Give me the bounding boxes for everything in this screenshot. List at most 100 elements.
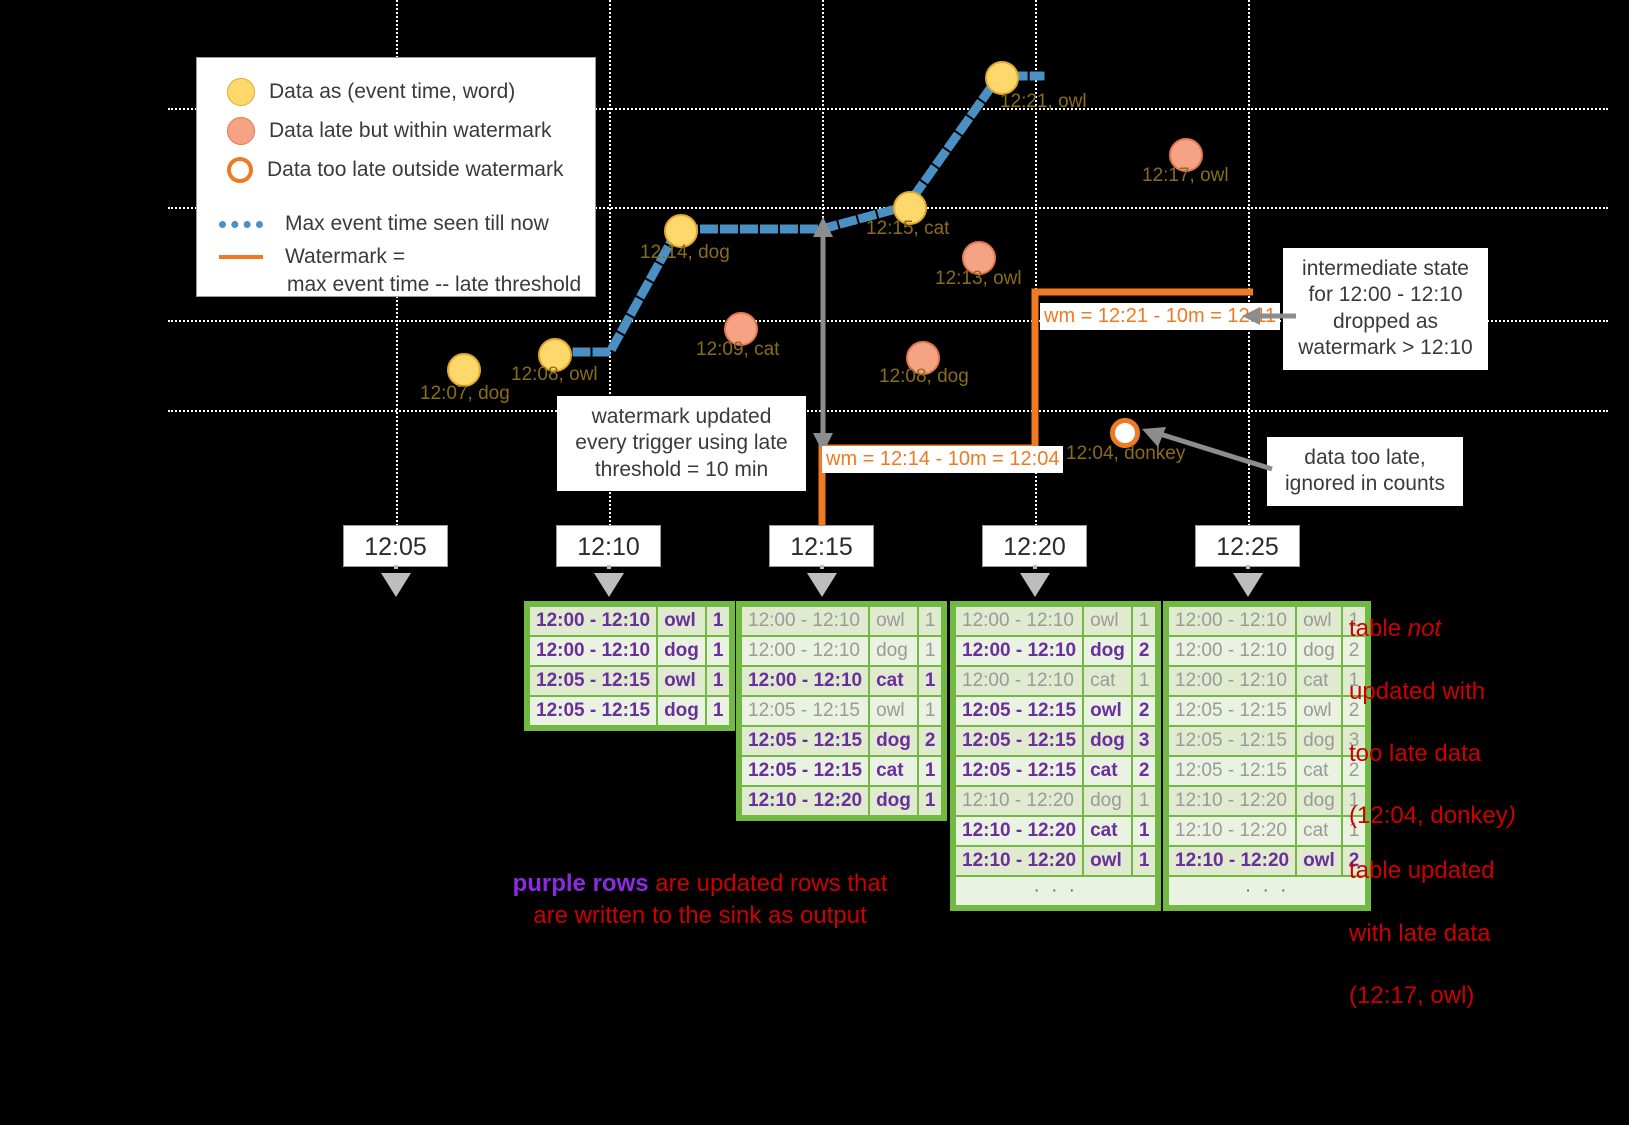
table-row: 12:05 - 12:15 owl 1 (741, 696, 943, 726)
cell-count: 1 (1131, 606, 1157, 636)
data-point-yellow (985, 61, 1019, 95)
cell-count: 1 (917, 756, 943, 786)
result-table-1215: 12:00 - 12:10 owl 1 12:00 - 12:10 dog 1 12:00 … (736, 601, 948, 821)
legend-item-data: Data as (event time, word) (213, 72, 579, 111)
note-emphasis: not (1407, 615, 1442, 643)
trigger-chip-1225[interactable]: 12:25 (1195, 525, 1300, 567)
trigger-arrow (1020, 565, 1050, 597)
cell-window: 12:05 - 12:15 (529, 666, 658, 696)
cell-word: dog (1083, 726, 1132, 756)
note-line: with late data (1349, 919, 1491, 947)
cell-word: dog (657, 636, 706, 666)
table-row: 12:05 - 12:15 owl 2 (1168, 696, 1367, 726)
data-point-label: 12:08, dog (879, 366, 969, 387)
table-row: 12:05 - 12:15 dog 2 (741, 726, 943, 756)
table-row: 12:05 - 12:15 dog 3 (1168, 726, 1367, 756)
cell-word: dog (869, 726, 918, 756)
cell-word: owl (657, 666, 706, 696)
cell-word: cat (1296, 666, 1342, 696)
cell-window: 12:00 - 12:10 (529, 606, 658, 636)
filled-yellow-circle-icon (227, 77, 255, 106)
cell-window: 12:05 - 12:15 (741, 726, 870, 756)
data-point-salmon (962, 241, 996, 275)
cell-word: owl (869, 696, 918, 726)
cell-count: 1 (705, 696, 731, 726)
trigger-chip-1215[interactable]: 12:15 (769, 525, 874, 567)
legend-item-too-late: Data too late outside watermark (213, 150, 579, 189)
trigger-arrow (381, 565, 411, 597)
cell-count: 1 (705, 666, 731, 696)
callout-line: data too late, (1304, 446, 1426, 469)
data-point-yellow (893, 191, 927, 225)
data-point-label: 12:17, owl (1142, 165, 1229, 186)
trigger-chip-1210[interactable]: 12:10 (556, 525, 661, 567)
ellipsis-cell: · · · (955, 876, 1157, 906)
gridline-horizontal (168, 410, 1608, 412)
table-row: 12:05 - 12:15 dog 3 (955, 726, 1157, 756)
cell-window: 12:00 - 12:10 (1168, 606, 1297, 636)
legend-box: Data as (event time, word) Data late but… (196, 57, 596, 297)
note-line: table updated (1349, 857, 1495, 885)
cell-window: 12:00 - 12:10 (1168, 636, 1297, 666)
blue-dotted-line-icon (219, 220, 263, 228)
gridline-horizontal (168, 320, 1608, 322)
cell-word: owl (1083, 696, 1132, 726)
table-row: 12:10 - 12:20 cat 1 (955, 816, 1157, 846)
cell-count: 1 (1131, 816, 1157, 846)
table-row: 12:00 - 12:10 owl 1 (955, 606, 1157, 636)
data-point-salmon (906, 341, 940, 375)
caption-line-2: are written to the sink as output (533, 902, 867, 930)
cell-word: owl (869, 606, 918, 636)
cell-window: 12:10 - 12:20 (955, 786, 1084, 816)
trigger-chip-1220[interactable]: 12:20 (982, 525, 1087, 567)
cell-count: 1 (1131, 846, 1157, 876)
table-row: 12:00 - 12:10 owl 1 (741, 606, 943, 636)
cell-word: cat (1083, 816, 1132, 846)
cell-count: 2 (1341, 846, 1367, 876)
purple-rows-caption: purple rows are updated rows that are wr… (480, 868, 920, 933)
cell-word: cat (1296, 756, 1342, 786)
cell-count: 2 (1341, 756, 1367, 786)
cell-word: cat (1083, 756, 1132, 786)
result-table-1210: 12:00 - 12:10 owl 1 12:00 - 12:10 dog 1 12:05 … (524, 601, 736, 731)
legend-label: Data too late outside watermark (267, 157, 564, 181)
cell-count: 1 (917, 666, 943, 696)
trigger-arrow (1233, 565, 1263, 597)
table-row: 12:05 - 12:15 cat 2 (1168, 756, 1367, 786)
table-row: 12:10 - 12:20 dog 1 (741, 786, 943, 816)
cell-count: 1 (917, 636, 943, 666)
cell-count: 1 (1131, 786, 1157, 816)
callout-watermark-updated: watermark updated every trigger using la… (557, 396, 806, 492)
cell-count: 1 (1341, 606, 1367, 636)
legend-label: Data late but within watermark (269, 118, 552, 142)
cell-word: owl (1296, 846, 1342, 876)
legend-label: Data as (event time, word) (269, 79, 516, 103)
table-row: 12:00 - 12:10 owl 1 (529, 606, 731, 636)
table-row: 12:05 - 12:15 cat 1 (741, 756, 943, 786)
table-row: 12:00 - 12:10 cat 1 (955, 666, 1157, 696)
cell-count: 2 (1131, 756, 1157, 786)
table-row: 12:10 - 12:20 cat 1 (1168, 816, 1367, 846)
table-row: 12:00 - 12:10 dog 1 (741, 636, 943, 666)
cell-count: 2 (917, 726, 943, 756)
gridline-vertical (1035, 0, 1037, 530)
legend-label: Max event time seen till now (285, 212, 549, 235)
cell-window: 12:10 - 12:20 (1168, 816, 1297, 846)
table-row: 12:00 - 12:10 dog 2 (955, 636, 1157, 666)
cell-count: 2 (1131, 696, 1157, 726)
table-row: 12:10 - 12:20 owl 1 (955, 846, 1157, 876)
table-row: 12:00 - 12:10 owl 1 (1168, 606, 1367, 636)
table-row: 12:05 - 12:15 dog 1 (529, 696, 731, 726)
cell-count: 1 (917, 696, 943, 726)
callout-line: for 12:00 - 12:10 (1308, 283, 1463, 307)
result-table-1220: 12:00 - 12:10 owl 1 12:00 - 12:10 dog 2 12:00 … (950, 601, 1162, 911)
legend-item-max-event-time: Max event time seen till now (213, 207, 579, 241)
cell-window: 12:05 - 12:15 (741, 756, 870, 786)
cell-window: 12:00 - 12:10 (529, 636, 658, 666)
cell-window: 12:10 - 12:20 (955, 816, 1084, 846)
legend-item-late-within: Data late but within watermark (213, 111, 579, 150)
cell-count: 1 (705, 636, 731, 666)
cell-count: 1 (705, 606, 731, 636)
trigger-chip-1205[interactable]: 12:05 (343, 525, 448, 567)
cell-word: dog (657, 696, 706, 726)
